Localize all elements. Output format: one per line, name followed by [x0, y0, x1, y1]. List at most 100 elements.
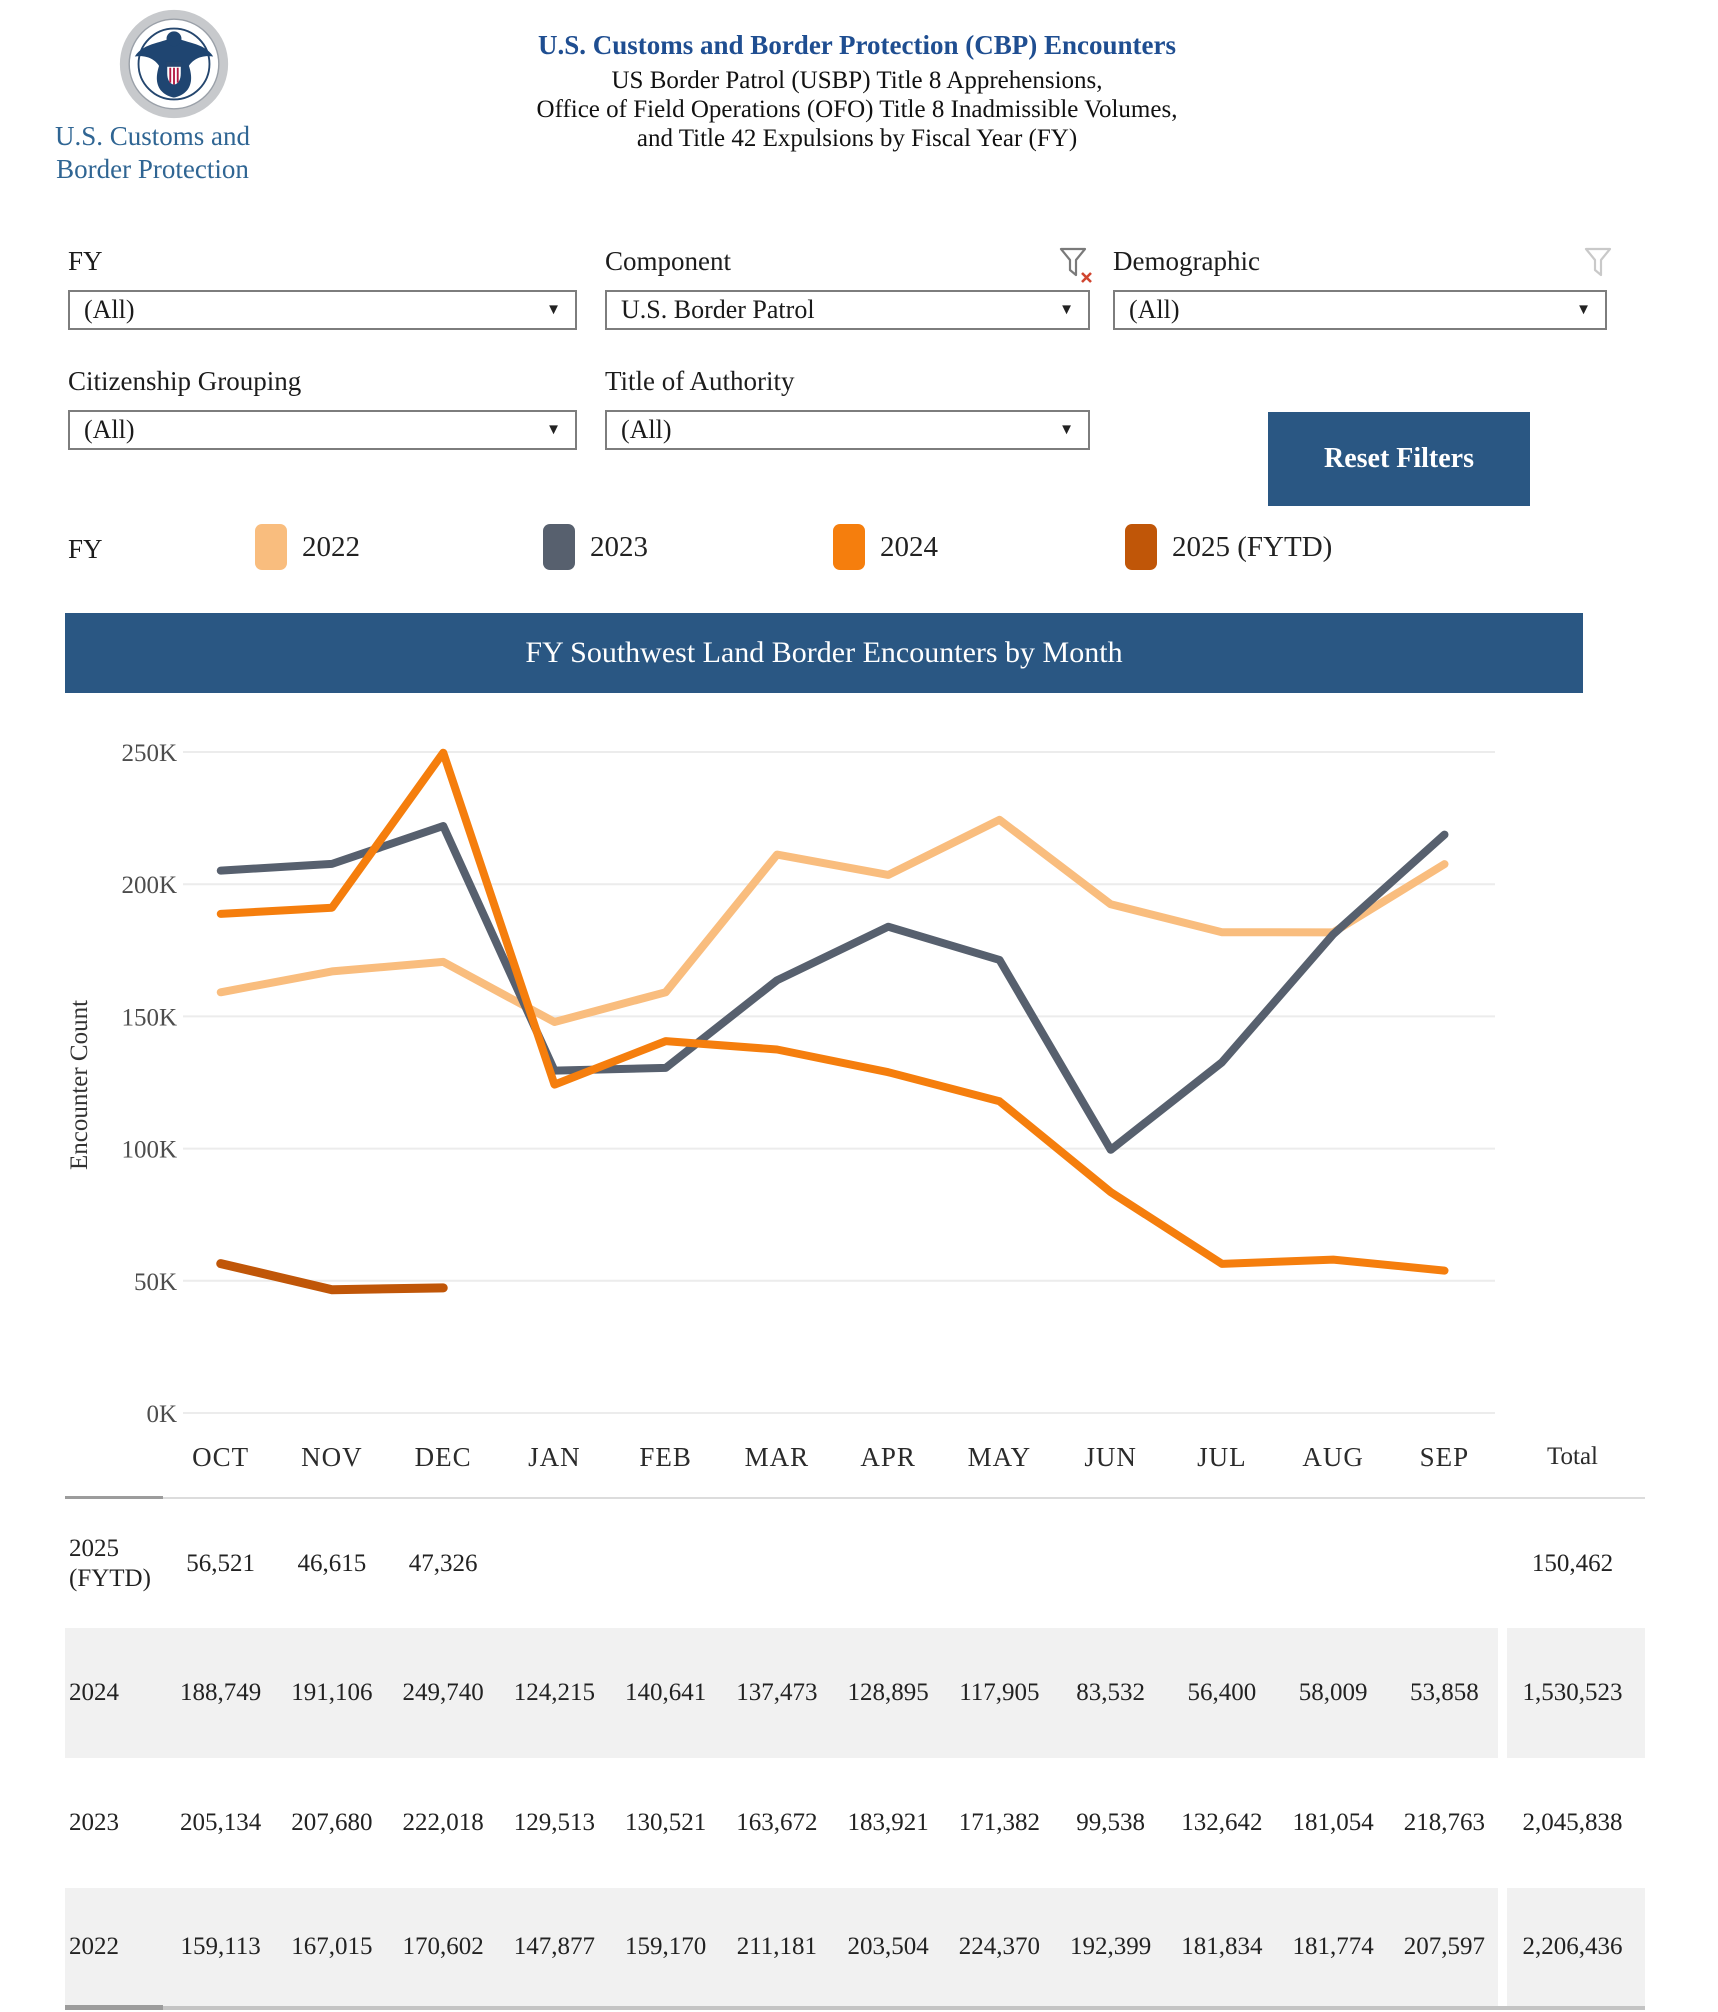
cell-2022-apr: 203,504 — [847, 1933, 929, 1960]
cell-2022-dec: 170,602 — [402, 1933, 484, 1960]
authority-filter-label: Title of Authority — [605, 366, 795, 396]
cell-2023-jul: 132,642 — [1181, 1809, 1263, 1836]
legend-item-2023[interactable]: 2023 — [543, 524, 648, 570]
cell-2024-oct: 188,749 — [180, 1679, 262, 1706]
logo-caption-line1: U.S. Customs and — [54, 121, 251, 151]
page-title-block: U.S. Customs and Border Protection (CBP)… — [300, 30, 1414, 153]
clear-filter-icon[interactable] — [1058, 246, 1094, 284]
cell-2024-may: 117,905 — [959, 1679, 1040, 1706]
demographic-filter-dropdown[interactable]: (All) ▼ — [1113, 290, 1607, 330]
y-tick-label: 250K — [121, 740, 177, 767]
cell-2025-total: 150,462 — [1531, 1550, 1614, 1577]
legend-item-label: 2025 (FYTD) — [1172, 530, 1333, 563]
legend-item-label: 2023 — [590, 530, 648, 563]
column-header-mar: MAR — [744, 1441, 810, 1472]
reset-filters-button[interactable]: Reset Filters — [1268, 412, 1530, 506]
y-tick-label: 100K — [121, 1137, 177, 1164]
authority-filter-dropdown[interactable]: (All) ▼ — [605, 410, 1090, 450]
legend-item-2025-fytd-[interactable]: 2025 (FYTD) — [1125, 524, 1332, 570]
cell-2022-aug: 181,774 — [1292, 1933, 1374, 1960]
cell-2024-nov: 191,106 — [291, 1679, 373, 1706]
table-border — [65, 2005, 163, 2010]
cell-2022-may: 224,370 — [958, 1933, 1040, 1960]
page-subtitle-3: and Title 42 Expulsions by Fiscal Year (… — [636, 125, 1078, 152]
page-subtitle-2: Office of Field Operations (OFO) Title 8… — [536, 96, 1178, 123]
logo-caption: U.S. Customs and Border Protection — [40, 120, 265, 186]
cell-2025-feb — [610, 1500, 721, 1628]
row-shading — [65, 1628, 1498, 1758]
component-filter-label: Component — [605, 246, 731, 276]
cell-2024-jun: 83,532 — [1076, 1679, 1145, 1706]
column-header-nov: NOV — [301, 1441, 363, 1472]
cell-2025-mar — [721, 1500, 832, 1628]
column-header-feb: FEB — [639, 1441, 692, 1472]
series-line-2024[interactable] — [216, 748, 1449, 1275]
column-header-sep: SEP — [1419, 1441, 1470, 1472]
cell-2024-feb: 140,641 — [625, 1679, 707, 1706]
citizenship-filter-value: (All) — [84, 415, 135, 444]
cell-2022-jun: 192,399 — [1070, 1933, 1152, 1960]
chart-title: FY Southwest Land Border Encounters by M… — [525, 636, 1123, 669]
citizenship-filter-dropdown[interactable]: (All) ▼ — [68, 410, 577, 450]
cell-2025-oct: 56,521 — [186, 1550, 255, 1577]
cell-2023-jan: 129,513 — [513, 1809, 595, 1836]
series-line-2025-fytd-[interactable] — [216, 1259, 448, 1295]
series-line-2023[interactable] — [216, 822, 1449, 1154]
filter-funnel-icon[interactable] — [1583, 246, 1619, 284]
column-header-oct: OCT — [192, 1441, 250, 1472]
page-subtitle-1: US Border Patrol (USBP) Title 8 Apprehen… — [611, 67, 1103, 94]
row-shading — [1507, 1628, 1645, 1758]
cell-2022-oct: 159,113 — [180, 1933, 261, 1960]
component-filter-value: U.S. Border Patrol — [621, 295, 815, 324]
chevron-down-icon: ▼ — [546, 301, 561, 318]
cell-2024-mar: 137,473 — [736, 1679, 818, 1706]
encounters-chart[interactable]: 250K 200K 150K 100K 50K 0K Encounter Count — [65, 695, 1650, 1432]
cell-2025-jan — [499, 1500, 610, 1628]
component-filter-dropdown[interactable]: U.S. Border Patrol ▼ — [605, 290, 1090, 330]
cell-2023-aug: 181,054 — [1292, 1809, 1374, 1836]
cell-2022-nov: 167,015 — [291, 1933, 373, 1960]
cell-2022-feb: 159,170 — [625, 1933, 707, 1960]
cell-2023-feb: 130,521 — [625, 1809, 707, 1836]
row-header: 2022 — [69, 1933, 119, 1960]
demographic-filter-label: Demographic — [1113, 246, 1260, 276]
logo-caption-line2: Border Protection — [56, 154, 249, 184]
series-line-2022[interactable] — [216, 815, 1449, 1026]
column-header-dec: DEC — [414, 1441, 472, 1472]
y-axis-title: Encounter Count — [66, 1000, 93, 1170]
legend-item-2024[interactable]: 2024 — [833, 524, 938, 570]
cell-2024-dec: 249,740 — [402, 1679, 484, 1706]
cell-2024-sep: 53,858 — [1410, 1679, 1479, 1706]
cell-2025-aug — [1278, 1500, 1389, 1628]
chevron-down-icon: ▼ — [1576, 301, 1591, 318]
fy-filter-dropdown[interactable]: (All) ▼ — [68, 290, 577, 330]
column-header-may: MAY — [967, 1441, 1032, 1472]
cell-2024-aug: 58,009 — [1298, 1679, 1368, 1706]
cell-2024-total: 1,530,523 — [1522, 1679, 1623, 1706]
legend-item-2022[interactable]: 2022 — [255, 524, 360, 570]
column-header-aug: AUG — [1302, 1441, 1364, 1472]
legend-swatch — [255, 524, 287, 570]
table-row-2022: 2022 159,113 167,015 170,602 147,877 159,170 2… — [65, 1888, 1645, 2006]
authority-filter-value: (All) — [621, 415, 672, 444]
cell-2022-jan: 147,877 — [513, 1933, 595, 1960]
legend-item-label: 2022 — [302, 530, 360, 563]
cell-2025-dec: 47,326 — [408, 1550, 478, 1577]
table-header-row: OCT NOV DEC JAN FEB MAR APR MAY JUN JUL AUG SEP Tota… — [65, 1432, 1645, 1482]
row-shading — [65, 1888, 1498, 2006]
column-header-total: Total — [1546, 1443, 1598, 1470]
y-tick-label: 150K — [121, 1004, 177, 1031]
table-row-2025: 2025 (FYTD) 56,521 46,615 47,326 150,462 — [65, 1500, 1645, 1628]
table-border — [65, 1496, 163, 1499]
cell-2023-may: 171,382 — [958, 1809, 1040, 1836]
cell-2025-nov: 46,615 — [297, 1550, 367, 1577]
legend-title: FY — [68, 534, 103, 564]
cell-2023-nov: 207,680 — [291, 1809, 373, 1836]
cell-2023-total: 2,045,838 — [1522, 1809, 1623, 1836]
cell-2025-jul — [1166, 1500, 1277, 1628]
header-spacer — [65, 1432, 165, 1482]
column-header-jan: JAN — [528, 1441, 581, 1472]
fy-filter-label: FY — [68, 246, 103, 276]
row-header: 2023 — [69, 1809, 119, 1836]
